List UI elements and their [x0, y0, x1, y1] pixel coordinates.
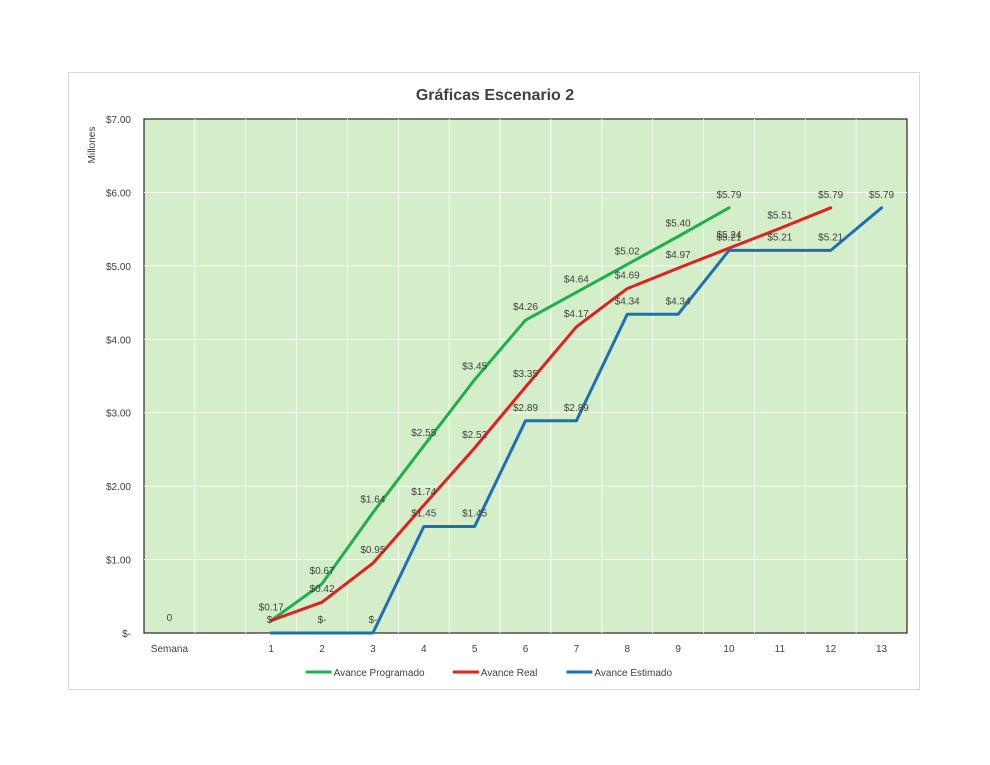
plot-area [143, 118, 908, 634]
x-tick-label: 2 [319, 644, 325, 655]
data-label-series-1: $0.17 [259, 603, 284, 614]
chart-frame: Gráficas Escenario 2 Millones $- $1.00 $2.… [68, 72, 920, 690]
data-label-series-2: $1.74 [411, 487, 436, 498]
x-tick-label: 13 [876, 644, 888, 655]
series-line-2 [269, 206, 833, 622]
data-label-series-1: $1.64 [360, 495, 385, 506]
data-label-series-3: $4.34 [666, 296, 691, 307]
data-label-series-2: $0.95 [360, 545, 385, 556]
data-label-series-3: $2.89 [513, 403, 538, 414]
data-label-series-1: $5.40 [666, 218, 691, 229]
x-tick-label: 4 [421, 644, 427, 655]
y-tick-label: $1.00 [106, 556, 131, 567]
data-label-series-3: $- [267, 615, 276, 626]
data-label-series-2: $2.52 [462, 430, 487, 441]
data-label-series-3: $1.45 [411, 509, 436, 520]
grid-layer [144, 119, 907, 633]
series-line-3 [269, 206, 884, 635]
data-label-series-3: $5.21 [716, 232, 741, 243]
data-label-series-1: $5.79 [716, 190, 741, 201]
y-tick-label: $2.00 [106, 482, 131, 493]
data-label-series-1: $2.55 [411, 428, 436, 439]
data-label-series-1: $5.02 [615, 246, 640, 257]
data-label-series-2: $0.42 [310, 584, 335, 595]
data-label-series-3: $5.21 [818, 232, 843, 243]
y-tick-label: $3.00 [106, 409, 131, 420]
chart-title: Gráficas Escenario 2 [416, 87, 574, 104]
x-tick-label: 12 [825, 644, 837, 655]
y-tick-label: $5.00 [106, 262, 131, 273]
x-tick-label: Semana [151, 644, 189, 655]
x-tick-label: 7 [574, 644, 580, 655]
label-layer: 0 $0.17 $0.67 $1.64 $2.55 $3.45 $4.26 $4.64 $5.0… [167, 190, 895, 626]
line-chart: Gráficas Escenario 2 Millones $- $1.00 $2.… [87, 87, 908, 679]
legend-label-1: Avance Programado [334, 668, 425, 679]
series-layer [269, 206, 884, 635]
legend: Avance Programado Avance Real Avance Estim… [305, 668, 672, 679]
x-tick-label: 5 [472, 644, 478, 655]
x-tick-label: 6 [523, 644, 529, 655]
extra-data-label: 0 [167, 613, 173, 624]
x-tick-label: 9 [675, 644, 681, 655]
data-label-series-2: $5.24 [716, 230, 741, 241]
data-label-series-3: $5.21 [767, 232, 792, 243]
data-label-series-2: $5.79 [818, 190, 843, 201]
x-tick-label: 1 [268, 644, 274, 655]
legend-label-2: Avance Real [481, 668, 538, 679]
y-axis-label: Millones [87, 127, 98, 164]
data-label-series-1: $3.45 [462, 362, 487, 373]
data-label-series-3: $1.45 [462, 509, 487, 520]
y-tick-label: $4.00 [106, 335, 131, 346]
data-label-series-1: $4.64 [564, 274, 589, 285]
x-tick-label: 3 [370, 644, 376, 655]
y-tick-label: $6.00 [106, 188, 131, 199]
data-label-series-1: $4.26 [513, 302, 538, 313]
data-label-series-2: $4.97 [666, 250, 691, 261]
legend-label-3: Avance Estimado [594, 668, 672, 679]
data-label-series-1: $0.67 [310, 566, 335, 577]
data-label-series-3: $5.79 [869, 190, 894, 201]
data-label-series-2: $4.17 [564, 309, 589, 320]
axis-layer: $- $1.00 $2.00 $3.00 $4.00 $5.00 $6.00 $7.00 Sem… [106, 115, 888, 655]
series-line-1 [269, 206, 731, 622]
data-label-series-2: $4.69 [615, 271, 640, 282]
data-label-series-3: $- [368, 615, 377, 626]
data-label-series-3: $4.34 [615, 296, 640, 307]
data-label-series-3: $2.89 [564, 403, 589, 414]
x-tick-label: 8 [624, 644, 630, 655]
data-label-series-3: $- [318, 615, 327, 626]
y-tick-label: $- [122, 629, 131, 640]
x-tick-label: 11 [775, 644, 786, 655]
x-tick-label: 10 [723, 644, 735, 655]
y-tick-label: $7.00 [106, 115, 131, 126]
data-label-series-2: $5.51 [767, 210, 792, 221]
data-label-series-2: $3.35 [513, 369, 538, 380]
